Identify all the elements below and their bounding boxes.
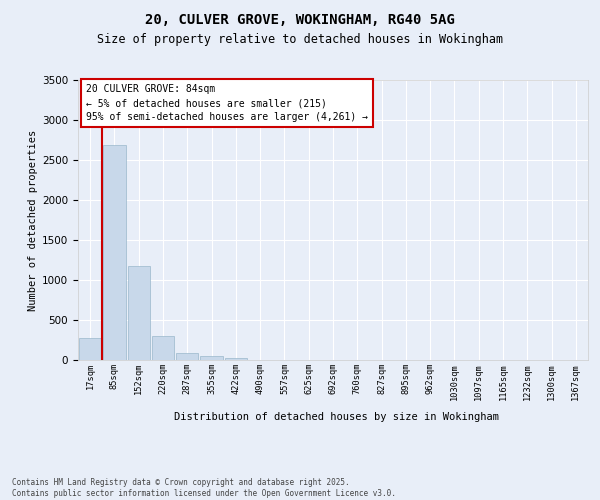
Bar — [152, 336, 174, 360]
Bar — [224, 358, 247, 360]
Text: 20 CULVER GROVE: 84sqm
← 5% of detached houses are smaller (215)
95% of semi-det: 20 CULVER GROVE: 84sqm ← 5% of detached … — [86, 84, 368, 122]
Y-axis label: Number of detached properties: Number of detached properties — [28, 130, 38, 310]
Bar — [128, 266, 150, 360]
Text: 20, CULVER GROVE, WOKINGHAM, RG40 5AG: 20, CULVER GROVE, WOKINGHAM, RG40 5AG — [145, 12, 455, 26]
Bar — [103, 145, 125, 360]
Bar — [79, 338, 101, 360]
Text: Contains HM Land Registry data © Crown copyright and database right 2025.
Contai: Contains HM Land Registry data © Crown c… — [12, 478, 396, 498]
Text: Distribution of detached houses by size in Wokingham: Distribution of detached houses by size … — [173, 412, 499, 422]
Bar — [176, 353, 199, 360]
Bar — [200, 356, 223, 360]
Text: Size of property relative to detached houses in Wokingham: Size of property relative to detached ho… — [97, 32, 503, 46]
